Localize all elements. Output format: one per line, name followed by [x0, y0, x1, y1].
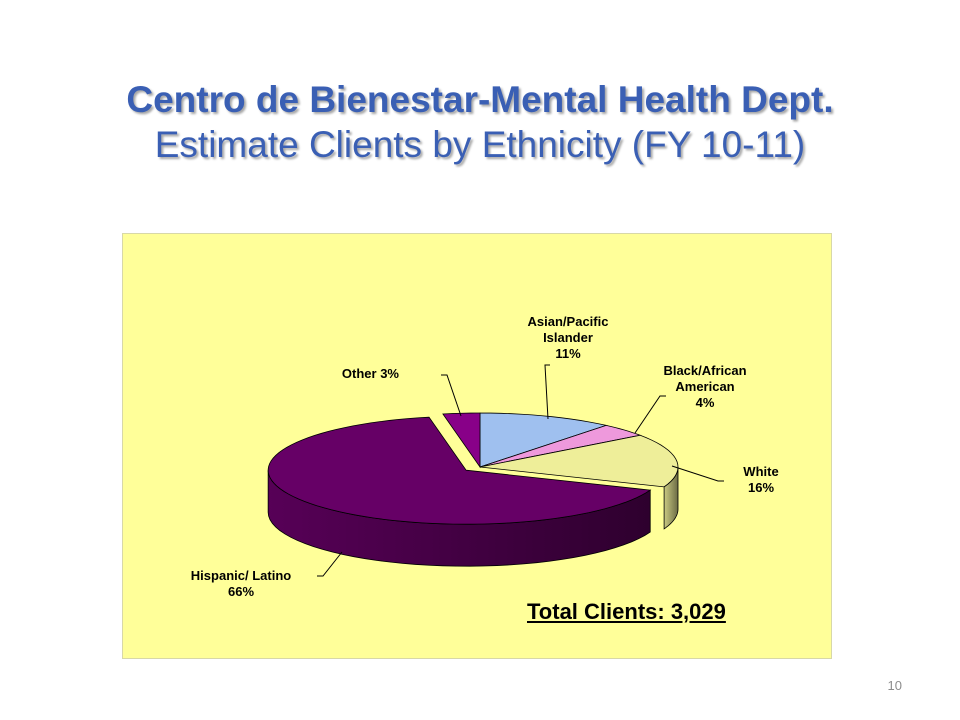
leader-line-asian: [544, 364, 550, 420]
data-label-asian: Asian/Pacific Islander 11%: [528, 314, 609, 361]
pie-slice-other: [442, 412, 481, 469]
total-clients-label: Total Clients: 3,029: [527, 599, 726, 624]
data-label-white: White 16%: [743, 464, 778, 495]
data-label-black: Black/African American 4%: [663, 363, 746, 410]
title-line-2: Estimate Clients by Ethnicity (FY 10-11): [154, 124, 806, 165]
leader-line-white: [671, 465, 724, 482]
pie-slice-white: [479, 434, 679, 488]
pie-slice-black: [479, 424, 642, 468]
slide-title: Centro de Bienestar-Mental Health Dept. …: [0, 78, 960, 168]
title-line-1: Centro de Bienestar-Mental Health Dept.: [126, 79, 834, 120]
chart-panel: Asian/Pacific Islander 11% Black/African Ame…: [122, 233, 832, 659]
pie-chart: Asian/Pacific Islander 11% Black/African Ame…: [191, 314, 779, 599]
pie-slice-hispanic: [267, 416, 652, 525]
page-number: 10: [887, 678, 902, 693]
data-label-hispanic: Hispanic/ Latino 66%: [191, 568, 291, 599]
data-label-other: Other 3%: [342, 366, 400, 381]
pie-tops: [267, 412, 679, 525]
leader-line-other: [441, 374, 462, 417]
leader-line-hispanic: [317, 551, 343, 577]
leader-line-black: [634, 395, 666, 434]
pie-slice-asian: [479, 412, 608, 468]
pie-labels: Asian/Pacific Islander 11% Black/African Ame…: [191, 314, 779, 599]
